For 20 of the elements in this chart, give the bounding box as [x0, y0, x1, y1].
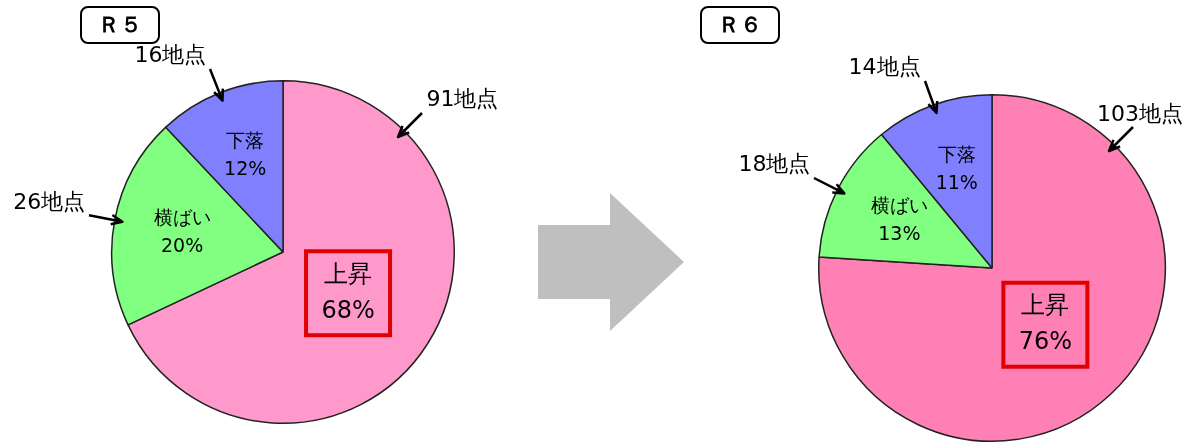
chart-title: Ｒ６ [700, 6, 780, 44]
slice-label: 下落 [937, 143, 976, 166]
data-label: 68% [321, 295, 375, 324]
slice-label: 上昇 [324, 259, 373, 288]
slice-label: 横ばい [870, 193, 928, 216]
text: 26地点 [13, 188, 86, 214]
slice-label: 横ばい [153, 205, 211, 228]
text: 18地点 [738, 151, 811, 177]
text: 16地点 [134, 42, 207, 68]
text: 14地点 [848, 54, 921, 80]
data-label: 11% [935, 171, 978, 194]
data-label: 13% [878, 221, 921, 244]
text: 103地点 [1097, 100, 1184, 126]
data-label: 76% [1018, 327, 1073, 356]
slice-label: 下落 [226, 129, 265, 152]
data-label: 20% [160, 233, 204, 256]
chart-title: Ｒ５ [80, 6, 160, 44]
slice-label: 上昇 [1021, 291, 1070, 320]
text: 91地点 [426, 86, 499, 112]
data-label: 12% [224, 157, 267, 180]
